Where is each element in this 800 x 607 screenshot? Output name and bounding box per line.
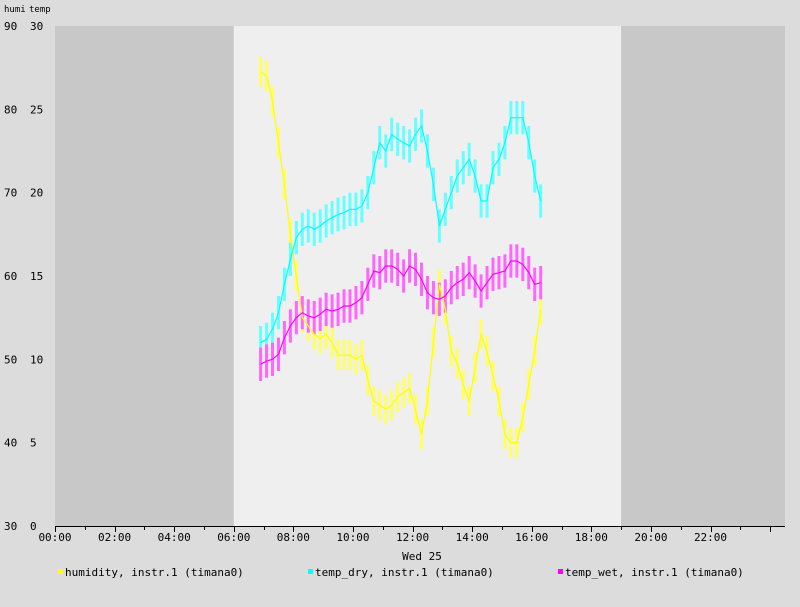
night-band-morning — [55, 26, 234, 526]
legend-label-humidity: humidity, instr.1 (timana0) — [65, 566, 244, 579]
humi-tick-label: 70 — [4, 187, 17, 200]
range-bar-temp_wet — [259, 347, 263, 381]
x-tick-label: 14:00 — [456, 531, 489, 544]
legend-label-temp_dry: temp_dry, instr.1 (timana0) — [315, 566, 494, 579]
x-axis-title: Wed 25 — [402, 550, 442, 563]
x-tick-label: 06:00 — [217, 531, 250, 544]
y-axes: 30 40 50 60 70 80 90 0 5 10 15 20 25 30 — [4, 20, 43, 533]
humi-tick-label: 30 — [4, 520, 17, 533]
temp-tick-label: 15 — [30, 270, 43, 283]
humi-tick-label: 50 — [4, 353, 17, 366]
legend-swatch-humidity — [58, 569, 63, 574]
legend-swatch-temp_dry — [308, 569, 313, 574]
time-bands — [55, 26, 785, 526]
night-band-evening — [621, 26, 785, 526]
series-lines — [260, 71, 542, 444]
temp-tick-label: 0 — [30, 520, 37, 533]
temp-axis-title: temp — [29, 5, 51, 15]
temp-tick-label: 5 — [30, 437, 37, 450]
temp-tick-label: 30 — [30, 20, 43, 33]
x-tick-label: 18:00 — [575, 531, 608, 544]
x-tick-label: 22:00 — [694, 531, 727, 544]
temp-tick-label: 10 — [30, 353, 43, 366]
humi-tick-label: 60 — [4, 270, 17, 283]
x-tick-label: 04:00 — [158, 531, 191, 544]
temp-tick-label: 25 — [30, 103, 43, 116]
temp-tick-label: 20 — [30, 187, 43, 200]
x-tick-label: 08:00 — [277, 531, 310, 544]
humi-tick-label: 40 — [4, 437, 17, 450]
x-tick-label: 10:00 — [336, 531, 369, 544]
x-tick-label: 20:00 — [634, 531, 667, 544]
x-tick-label: 02:00 — [98, 531, 131, 544]
legend-swatch-temp_wet — [558, 569, 563, 574]
series-line-humidity — [260, 71, 542, 444]
axis-titles: humi temp Wed 25 — [4, 5, 442, 563]
series-line-temp_wet — [260, 260, 541, 365]
series-line-temp_dry — [260, 117, 542, 344]
legend-label-temp_wet: temp_wet, instr.1 (timana0) — [565, 566, 744, 579]
humi-tick-label: 80 — [4, 103, 17, 116]
x-axis: 00:00 02:00 04:00 06:00 08:00 10:00 12:00 14:00… — [38, 526, 785, 544]
x-tick-label: 16:00 — [515, 531, 548, 544]
x-tick-label: 12:00 — [396, 531, 429, 544]
legend: humidity, instr.1 (timana0) temp_dry, ins… — [58, 566, 744, 579]
x-tick-label: 00:00 — [38, 531, 71, 544]
humi-tick-label: 90 — [4, 20, 17, 33]
humi-axis-title: humi — [4, 5, 26, 15]
